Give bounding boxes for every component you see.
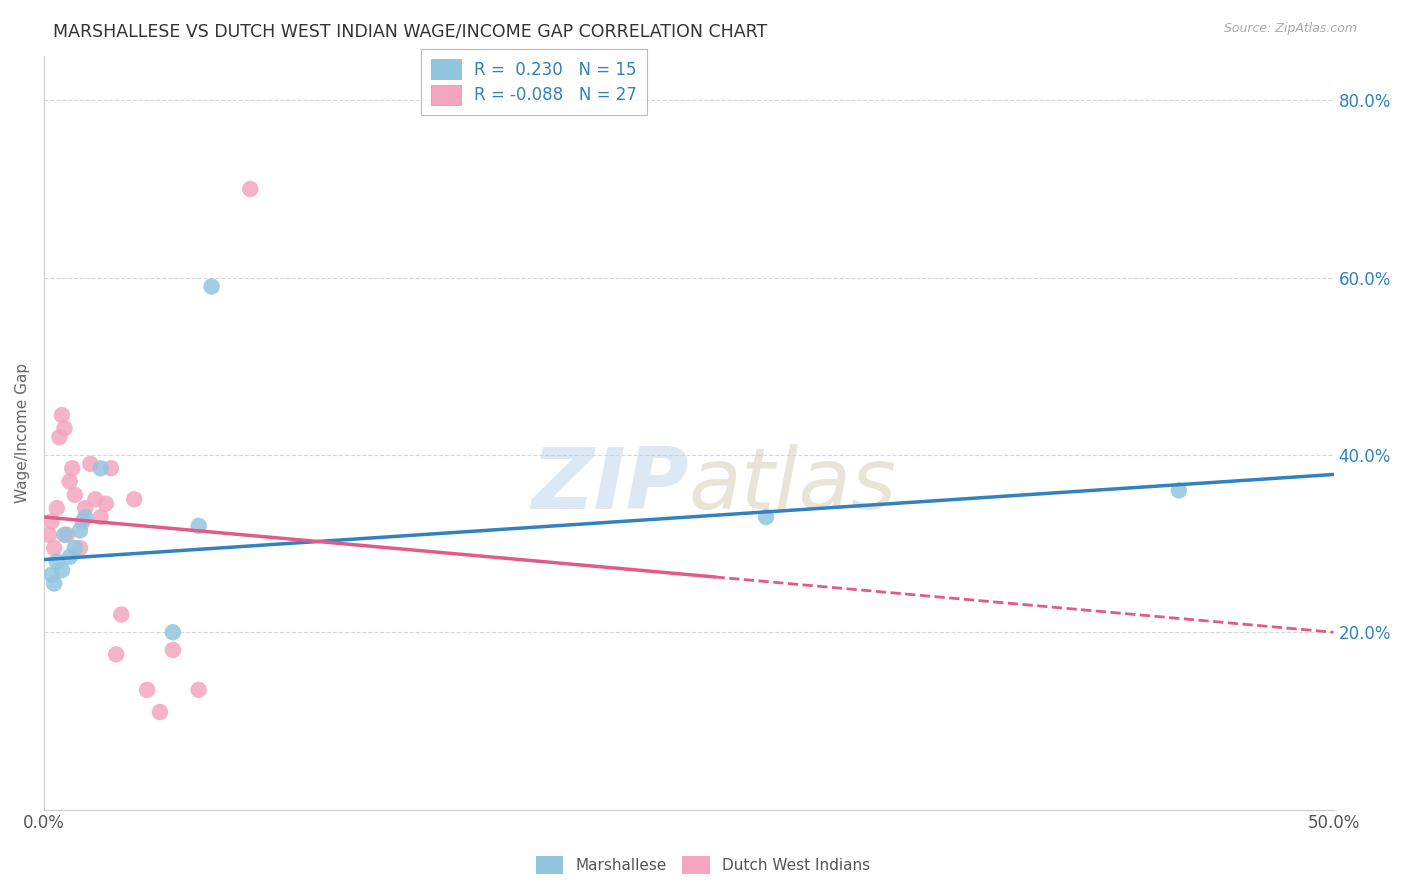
Point	[105, 648, 128, 662]
Point	[200, 279, 222, 293]
Point	[84, 492, 107, 507]
Legend: Marshallese, Dutch West Indians: Marshallese, Dutch West Indians	[530, 850, 876, 880]
Legend: R =  0.230   N = 15, R = -0.088   N = 27: R = 0.230 N = 15, R = -0.088 N = 27	[420, 49, 647, 114]
Point	[79, 457, 101, 471]
Point	[38, 527, 60, 541]
Point	[187, 682, 209, 697]
Point	[110, 607, 132, 622]
Point	[51, 408, 73, 422]
Text: atlas: atlas	[689, 444, 897, 527]
Point	[48, 430, 70, 444]
Point	[755, 510, 778, 524]
Point	[59, 549, 82, 564]
Text: Source: ZipAtlas.com: Source: ZipAtlas.com	[1223, 22, 1357, 36]
Point	[60, 461, 83, 475]
Point	[72, 515, 94, 529]
Point	[162, 625, 184, 640]
Point	[44, 541, 66, 555]
Point	[149, 705, 172, 719]
Point	[94, 497, 117, 511]
Point	[63, 541, 86, 555]
Text: ZIP: ZIP	[531, 444, 689, 527]
Point	[53, 527, 76, 541]
Point	[1167, 483, 1189, 498]
Point	[45, 501, 67, 516]
Point	[90, 461, 112, 475]
Point	[90, 510, 112, 524]
Point	[63, 488, 86, 502]
Point	[59, 475, 82, 489]
Point	[51, 563, 73, 577]
Point	[53, 421, 76, 435]
Point	[69, 524, 91, 538]
Point	[239, 182, 262, 196]
Text: MARSHALLESE VS DUTCH WEST INDIAN WAGE/INCOME GAP CORRELATION CHART: MARSHALLESE VS DUTCH WEST INDIAN WAGE/IN…	[53, 22, 768, 40]
Point	[162, 643, 184, 657]
Point	[41, 567, 63, 582]
Y-axis label: Wage/Income Gap: Wage/Income Gap	[15, 363, 30, 503]
Point	[69, 541, 91, 555]
Point	[45, 554, 67, 568]
Point	[41, 515, 63, 529]
Point	[75, 510, 97, 524]
Point	[100, 461, 122, 475]
Point	[122, 492, 145, 507]
Point	[75, 501, 97, 516]
Point	[136, 682, 159, 697]
Point	[187, 519, 209, 533]
Point	[44, 576, 66, 591]
Point	[56, 527, 79, 541]
